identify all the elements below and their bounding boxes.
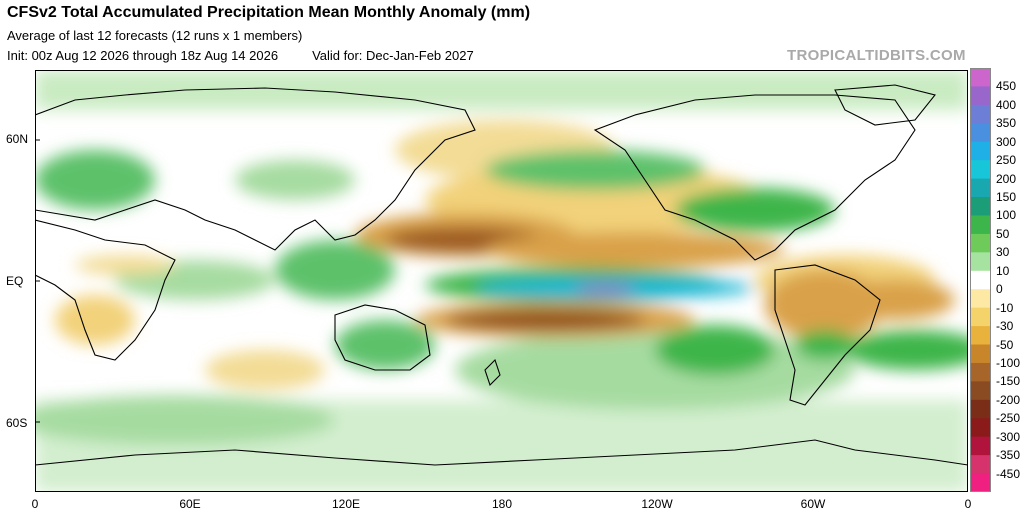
lat-label-60n: 60N bbox=[6, 132, 29, 146]
anomaly-field bbox=[35, 70, 968, 492]
colorbar-label: 100 bbox=[996, 208, 1017, 223]
colorbar-swatch bbox=[970, 289, 991, 309]
colorbar-label: -100 bbox=[996, 355, 1021, 370]
colorbar-swatch bbox=[970, 197, 991, 216]
colorbar-swatch bbox=[970, 362, 991, 382]
colorbar-swatch bbox=[970, 233, 991, 253]
colorbar-swatch bbox=[970, 160, 991, 180]
lon-label-0: 0 bbox=[31, 497, 39, 511]
colorbar-swatch bbox=[970, 381, 991, 401]
colorbar-label: 300 bbox=[996, 134, 1017, 149]
lon-label-180: 180 bbox=[491, 497, 513, 511]
colorbar-frame bbox=[970, 68, 991, 492]
colorbar-label: 10 bbox=[996, 263, 1010, 278]
lon-label-120e: 120E bbox=[331, 497, 361, 511]
init-time: Init: 00z Aug 12 2026 through 18z Aug 14… bbox=[7, 48, 279, 63]
colorbar-swatch bbox=[970, 178, 991, 198]
colorbar-swatch bbox=[970, 104, 991, 124]
colorbar-swatch bbox=[970, 68, 991, 87]
forecast-info: Init: 00z Aug 12 2026 through 18z Aug 14… bbox=[7, 48, 474, 63]
lon-label-120w: 120W bbox=[641, 497, 673, 511]
colorbar-swatch bbox=[970, 344, 991, 364]
colorbar-label: -350 bbox=[996, 448, 1021, 463]
colorbar-label: 30 bbox=[996, 245, 1010, 260]
colorbar-label: -450 bbox=[996, 466, 1021, 481]
lon-label-60w: 60W bbox=[800, 497, 826, 511]
anomaly-map-canvas bbox=[35, 70, 968, 492]
colorbar-label: 0 bbox=[996, 282, 1003, 297]
colorbar-swatch bbox=[970, 123, 991, 143]
colorbar-swatch bbox=[970, 473, 991, 493]
chart-title: CFSv2 Total Accumulated Precipitation Me… bbox=[7, 4, 531, 21]
colorbar-label: -300 bbox=[996, 429, 1021, 444]
colorbar-swatch bbox=[970, 307, 991, 327]
anomaly-map bbox=[35, 70, 968, 492]
colorbar-swatches bbox=[970, 68, 991, 493]
lat-label-eq: EQ bbox=[6, 274, 24, 288]
colorbar-label: 350 bbox=[996, 116, 1017, 131]
lat-label-60s: 60S bbox=[6, 416, 28, 430]
colorbar-label: -250 bbox=[996, 411, 1021, 426]
colorbar-label: -50 bbox=[996, 337, 1014, 352]
brand-watermark: TROPICALTIDBITS.COM bbox=[787, 47, 966, 64]
colorbar-swatch bbox=[970, 418, 991, 438]
chart-subtitle: Average of last 12 forecasts (12 runs x … bbox=[7, 28, 303, 43]
colorbar-label: 200 bbox=[996, 171, 1017, 186]
colorbar-label: 250 bbox=[996, 153, 1017, 168]
colorbar-label: 450 bbox=[996, 79, 1017, 94]
colorbar-swatch bbox=[970, 326, 991, 346]
colorbar-label: 150 bbox=[996, 190, 1017, 205]
colorbar bbox=[970, 68, 991, 493]
colorbar-swatch bbox=[970, 436, 991, 456]
valid-period: Valid for: Dec-Jan-Feb 2027 bbox=[312, 48, 474, 63]
colorbar-label: -30 bbox=[996, 319, 1014, 334]
colorbar-label: 50 bbox=[996, 226, 1010, 241]
colorbar-label: -200 bbox=[996, 392, 1021, 407]
lon-label-60e: 60E bbox=[179, 497, 201, 511]
colorbar-swatch bbox=[970, 270, 991, 290]
colorbar-swatch bbox=[970, 141, 991, 161]
lon-label-0-east: 0 bbox=[964, 497, 972, 511]
coastlines bbox=[35, 84, 968, 466]
colorbar-swatch bbox=[970, 399, 991, 419]
colorbar-swatch bbox=[970, 252, 991, 272]
colorbar-swatch bbox=[970, 86, 991, 106]
map-frame bbox=[35, 70, 968, 492]
colorbar-swatch bbox=[970, 215, 991, 235]
colorbar-label: 400 bbox=[996, 97, 1017, 112]
colorbar-label: -10 bbox=[996, 300, 1014, 315]
colorbar-swatch bbox=[970, 455, 991, 475]
colorbar-label: -150 bbox=[996, 374, 1021, 389]
